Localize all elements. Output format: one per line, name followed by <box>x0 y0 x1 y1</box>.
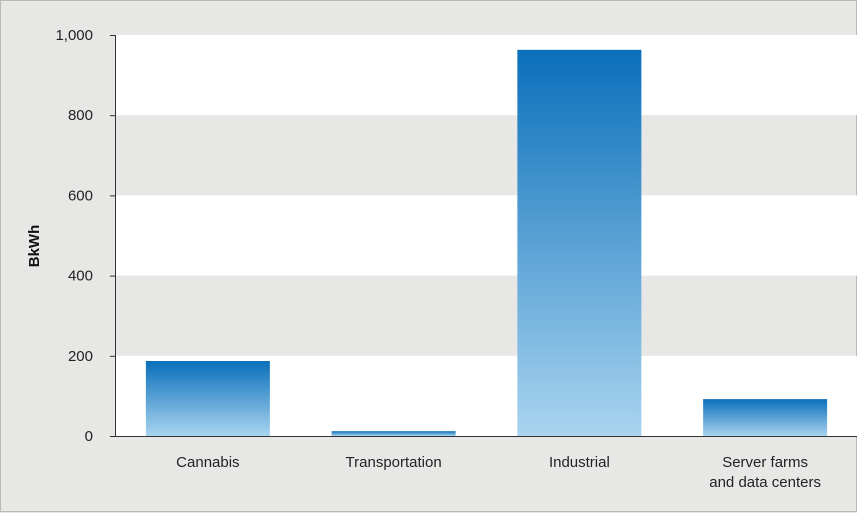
x-category-label: Transportation <box>346 454 442 471</box>
y-tick-label: 200 <box>68 348 93 365</box>
bar <box>331 431 456 436</box>
grid-band <box>115 195 857 276</box>
y-axis-label: BkWh <box>26 225 43 268</box>
x-category-label: Server farms <box>722 454 808 471</box>
y-tick-label: 400 <box>68 268 93 285</box>
y-tick-label: 800 <box>68 107 93 124</box>
bar <box>517 49 642 436</box>
grid-band <box>115 35 857 116</box>
x-category-label: Industrial <box>549 454 610 471</box>
x-category-label: Cannabis <box>176 454 239 471</box>
y-tick-label: 0 <box>85 428 93 445</box>
bar <box>703 399 828 436</box>
y-tick-label: 600 <box>68 187 93 204</box>
y-tick-label: 1,000 <box>55 27 93 44</box>
bar <box>145 361 270 436</box>
x-category-label: and data centers <box>709 474 821 491</box>
